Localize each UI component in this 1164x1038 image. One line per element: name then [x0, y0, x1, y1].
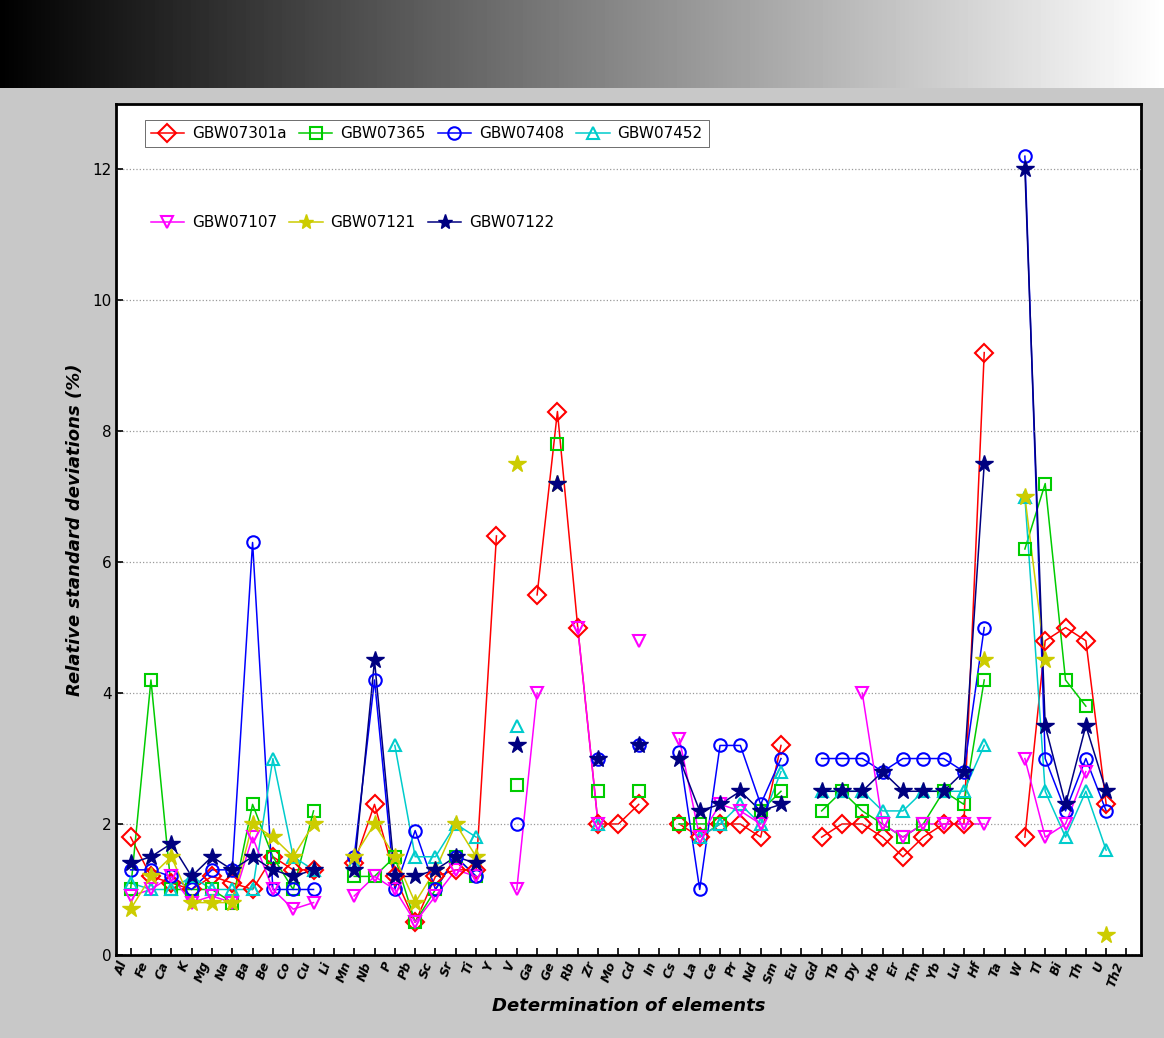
- Legend: GBW07107, GBW07121, GBW07122: GBW07107, GBW07121, GBW07122: [144, 210, 560, 237]
- X-axis label: Determination of elements: Determination of elements: [492, 998, 765, 1015]
- Y-axis label: Relative standard deviations (%): Relative standard deviations (%): [66, 363, 84, 695]
